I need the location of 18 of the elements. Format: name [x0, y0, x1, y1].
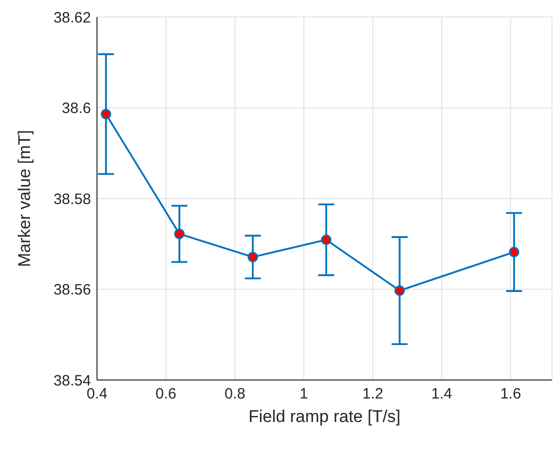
x-tick-label: 0.8: [224, 386, 246, 403]
x-tick-label: 1.4: [431, 386, 452, 403]
y-tick-label: 38.58: [53, 190, 91, 208]
x-axis-title: Field ramp rate [T/s]: [248, 407, 401, 426]
point: [174, 228, 185, 240]
point: [248, 252, 258, 262]
y-tick-label: 38.56: [53, 282, 91, 299]
x-tick-label: 1.6: [500, 386, 522, 403]
point: [100, 108, 112, 120]
x-tick-label: 1.2: [362, 386, 384, 403]
point: [508, 246, 520, 258]
x-tick-label: 1: [300, 386, 308, 403]
y-tick-label: 38.6: [62, 100, 91, 118]
y-tick-label: 38.62: [53, 9, 91, 26]
point: [320, 234, 332, 246]
y-axis-title: Marker value [mT]: [15, 130, 34, 267]
x-tick-label: 0.6: [156, 386, 176, 403]
point: [394, 285, 405, 296]
